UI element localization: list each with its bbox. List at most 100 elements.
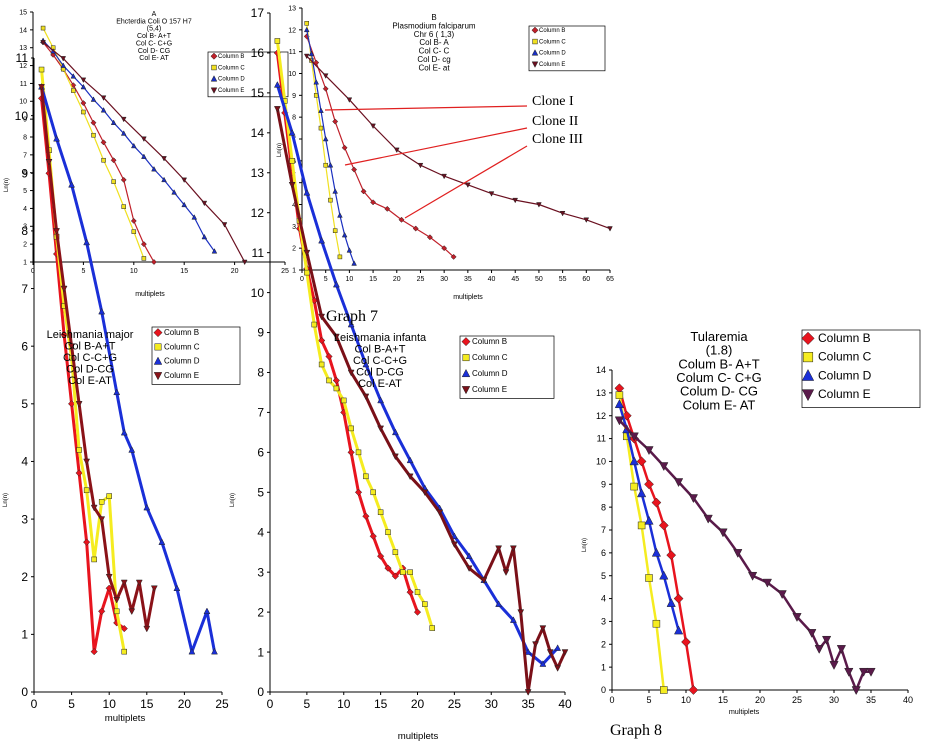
series-line <box>306 55 611 230</box>
x-tick-label: 20 <box>411 697 425 711</box>
y-tick-label: 9 <box>292 93 296 100</box>
data-point <box>465 182 471 188</box>
data-point <box>171 189 177 195</box>
title-line: Col E-AT <box>358 378 402 390</box>
data-point <box>100 139 107 146</box>
legend-label: Column D <box>164 357 200 366</box>
title-line: Col E- at <box>418 63 450 72</box>
data-point <box>681 637 691 647</box>
data-point <box>318 336 326 345</box>
title-line: Col B-A+T <box>354 344 405 356</box>
data-point <box>67 400 76 408</box>
data-point <box>241 259 248 266</box>
data-point <box>495 600 503 607</box>
data-point <box>615 391 624 399</box>
data-point <box>583 217 590 223</box>
series-line <box>275 40 434 629</box>
legend-label: Column E <box>164 371 199 380</box>
data-point <box>128 446 136 453</box>
series-line <box>306 23 341 258</box>
legend: Column B Column C Column D Column E <box>528 25 606 72</box>
data-point <box>509 616 517 623</box>
y-tick-label: 3 <box>23 224 27 231</box>
data-point <box>100 95 107 101</box>
series-column-b <box>614 383 699 695</box>
data-point <box>414 589 421 595</box>
data-point <box>332 228 338 233</box>
data-point <box>105 573 113 581</box>
series-line <box>306 36 455 258</box>
title-line: Col D- cg <box>417 55 450 64</box>
data-point <box>141 256 147 261</box>
y-tick-label: 5 <box>257 485 264 499</box>
legend-marker <box>532 38 538 45</box>
data-point <box>337 212 343 218</box>
y-tick-label: 10 <box>19 99 27 106</box>
data-point <box>151 166 157 172</box>
data-point <box>100 107 107 113</box>
data-point <box>40 25 46 31</box>
y-tick-label: 11 <box>252 246 265 260</box>
data-point <box>391 572 399 580</box>
legend-label: Column E <box>218 88 244 94</box>
legend-marker <box>210 87 218 94</box>
data-point <box>385 529 391 535</box>
data-point <box>70 73 77 79</box>
x-tick-label: 25 <box>417 276 425 283</box>
y-tick-label: 3 <box>601 617 606 627</box>
data-point <box>362 393 370 401</box>
data-point <box>303 188 311 196</box>
data-point <box>384 205 391 212</box>
y-tick-label: 6 <box>21 339 28 353</box>
legend-label: Column E <box>539 62 565 68</box>
y-tick-label: 1 <box>601 662 606 672</box>
data-point <box>332 188 338 194</box>
data-point <box>325 352 333 361</box>
data-point <box>821 635 832 645</box>
y-tick-label: 0 <box>601 685 606 695</box>
y-tick-label: 6 <box>23 170 27 177</box>
title-line: Col B- A+T <box>137 33 172 40</box>
y-tick-label: 11 <box>289 49 296 56</box>
clone-3-pointer <box>404 145 528 219</box>
data-point <box>851 686 861 696</box>
data-point <box>303 249 311 257</box>
legend: Column B Column C Column D Column E <box>459 335 555 399</box>
title-line: Leishmania major <box>47 329 134 341</box>
data-point <box>369 532 377 540</box>
y-tick-label: 7 <box>23 152 27 159</box>
data-point <box>143 503 151 511</box>
data-point <box>161 176 167 183</box>
legend-box <box>801 329 921 408</box>
data-point <box>651 497 662 508</box>
data-point <box>332 118 339 125</box>
data-point <box>311 321 317 328</box>
title-line: Col C- C <box>419 47 450 56</box>
data-point <box>38 66 45 73</box>
x-tick-label: 15 <box>140 697 154 711</box>
data-point <box>158 538 166 545</box>
data-point <box>561 649 569 656</box>
data-point <box>488 191 495 197</box>
legend-marker <box>461 368 471 378</box>
data-point <box>421 489 429 497</box>
data-point <box>362 512 370 520</box>
data-point <box>377 425 385 433</box>
legend-marker <box>802 352 814 363</box>
y-tick-label: 10 <box>288 71 296 78</box>
title-line: Col D-CG <box>356 367 404 379</box>
data-point <box>465 565 473 572</box>
data-point <box>844 667 854 677</box>
data-point <box>512 197 519 204</box>
data-point <box>91 132 96 138</box>
x-tick-label: 30 <box>829 695 839 705</box>
legend-marker <box>801 368 815 381</box>
data-point <box>644 479 654 490</box>
y-tick-label: 0 <box>257 685 264 699</box>
data-point <box>673 478 684 488</box>
data-point <box>327 162 334 168</box>
data-point <box>659 570 669 580</box>
data-point <box>188 647 196 655</box>
x-tick-label: 10 <box>345 276 353 283</box>
series-column-e <box>303 53 613 232</box>
